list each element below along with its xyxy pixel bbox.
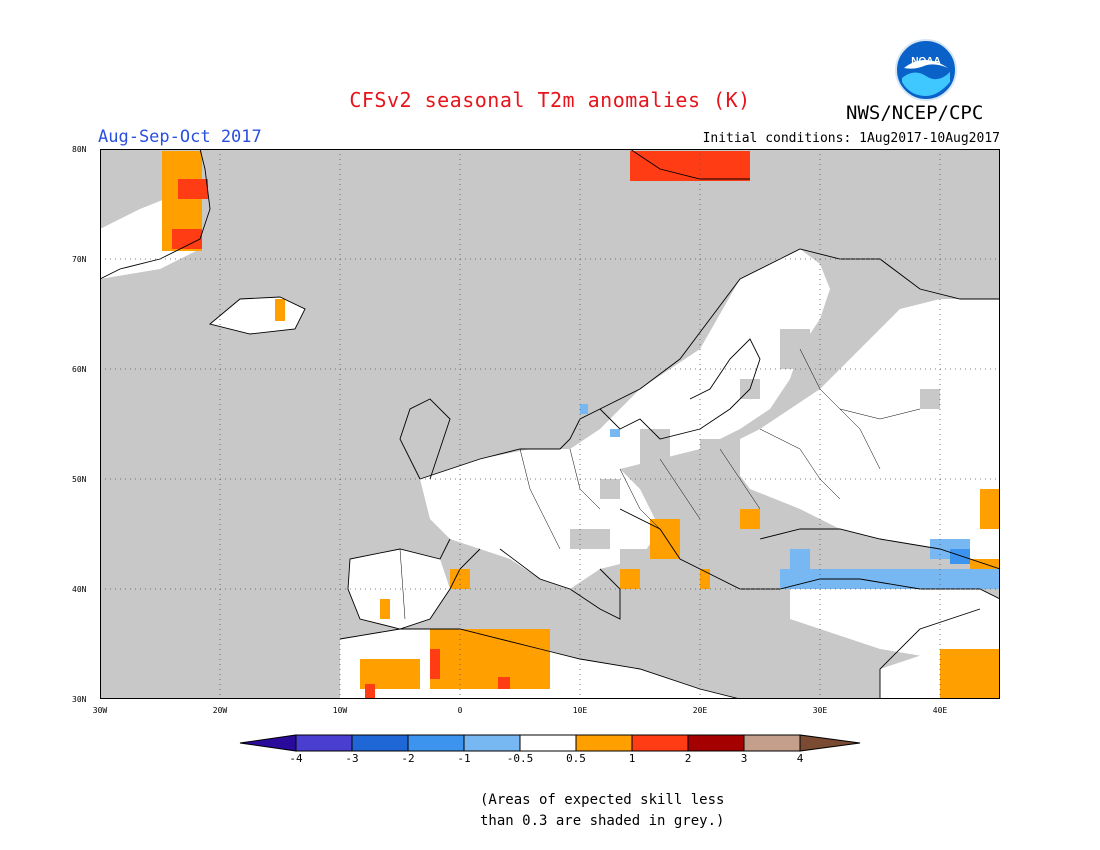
- borders: [399, 348, 921, 620]
- colorbar-label: -0.5: [506, 752, 534, 765]
- lat-label: 30N: [72, 695, 87, 704]
- period-label: Aug-Sep-Oct 2017: [98, 127, 262, 147]
- lon-label: 0: [457, 706, 463, 715]
- colorbar-cell: [519, 734, 577, 752]
- strong-warm-anomaly-cells: [172, 151, 750, 699]
- lat-label: 70N: [72, 255, 87, 264]
- colorbar-cell: [687, 734, 745, 752]
- colorbar-label: -1: [457, 752, 471, 765]
- lon-label: 10W: [332, 706, 348, 715]
- lon-label: 40E: [932, 706, 948, 715]
- colorbar-label: 4: [796, 752, 804, 765]
- skill-note: (Areas of expected skill less than 0.3 a…: [480, 790, 724, 832]
- agency-label: NWS/NCEP/CPC: [846, 102, 984, 124]
- skill-note-line: (Areas of expected skill less: [480, 792, 725, 808]
- colorbar-right-arrow: [799, 734, 861, 752]
- colorbar-label: 1: [628, 752, 636, 765]
- colorbar: [239, 734, 861, 752]
- colorbar-label: 3: [740, 752, 748, 765]
- colorbar-label: 2: [684, 752, 692, 765]
- colorbar-cell: [743, 734, 801, 752]
- chart-title: CFSv2 seasonal T2m anomalies (K): [349, 88, 751, 112]
- colorbar-cell: [351, 734, 409, 752]
- lat-label: 40N: [72, 585, 87, 594]
- lon-label: 30E: [812, 706, 828, 715]
- lat-label: 50N: [72, 475, 87, 484]
- lon-label: 30W: [92, 706, 108, 715]
- initial-conditions-label: Initial conditions: 1Aug2017-10Aug2017: [702, 131, 1000, 146]
- colorbar-cell: [407, 734, 465, 752]
- colorbar-cell: [295, 734, 353, 752]
- lon-label: 20W: [212, 706, 228, 715]
- noaa-logo: NOAA: [895, 39, 957, 101]
- moderate-cool-anomaly-cells: [950, 549, 970, 564]
- colorbar-cells: [295, 734, 801, 752]
- colorbar-label: -4: [289, 752, 303, 765]
- colorbar-label: -2: [401, 752, 415, 765]
- skill-note-line: than 0.3 are shaded in grey.): [480, 813, 725, 829]
- colorbar-cell: [575, 734, 633, 752]
- lat-label: 60N: [72, 365, 87, 374]
- anomaly-map: [100, 149, 1000, 699]
- colorbar-label: 0.5: [566, 752, 586, 765]
- lon-label: 10E: [572, 706, 588, 715]
- colorbar-label: -3: [345, 752, 359, 765]
- low-skill-patches: [570, 329, 940, 599]
- colorbar-cell: [463, 734, 521, 752]
- colorbar-cell: [631, 734, 689, 752]
- colorbar-left-arrow: [239, 734, 297, 752]
- lat-label: 80N: [72, 145, 87, 154]
- lon-label: 20E: [692, 706, 708, 715]
- graticule: [100, 149, 1000, 699]
- logo-text: NOAA: [911, 56, 940, 67]
